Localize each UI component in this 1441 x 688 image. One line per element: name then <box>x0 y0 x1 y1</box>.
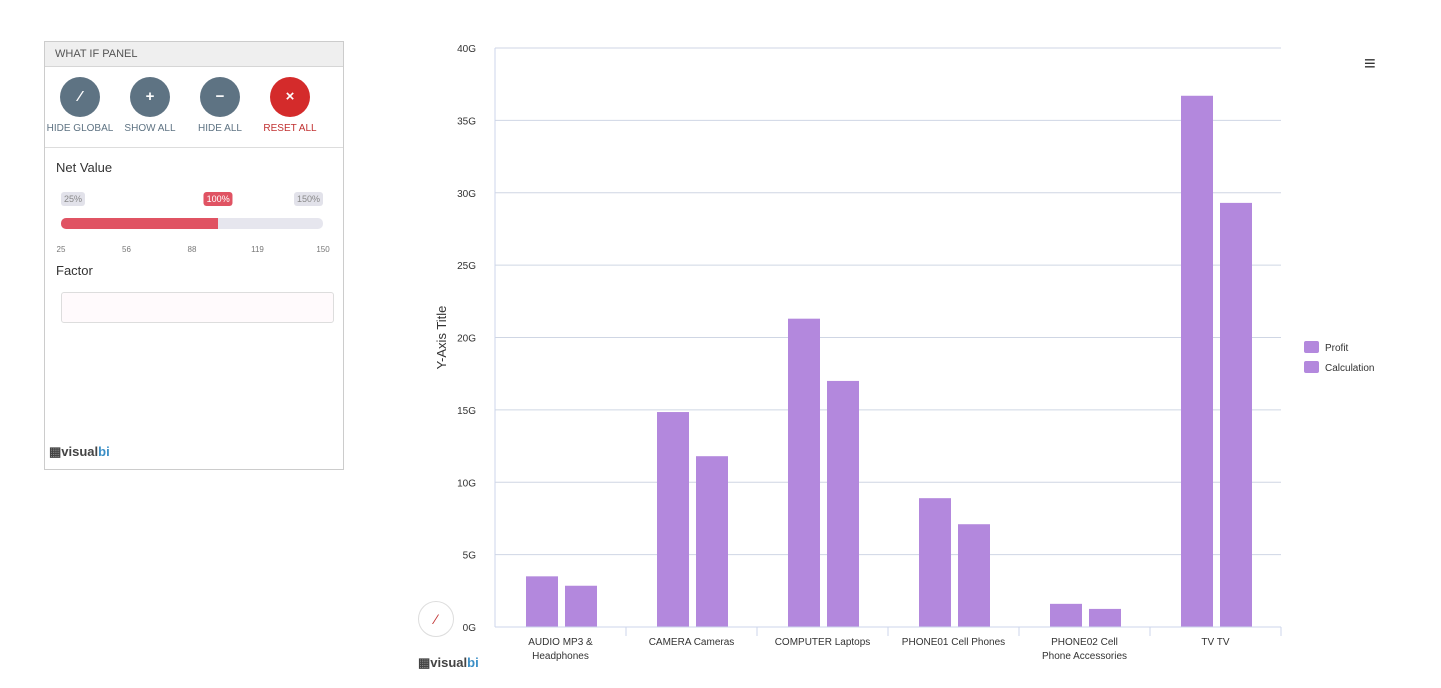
reset-all-button[interactable]: × RESET ALL <box>255 67 325 147</box>
net-value-label: Net Value <box>56 160 113 175</box>
close-icon: × <box>270 77 310 117</box>
visualbi-logo: ▦visualbi <box>49 444 110 459</box>
factor-input[interactable] <box>61 292 334 323</box>
slider-fill <box>61 218 219 229</box>
slider-tick-label: 88 <box>187 245 197 254</box>
y-tick-label: 25G <box>457 261 476 272</box>
bar-calculation <box>827 380 859 627</box>
slider-tick-label: 150 <box>316 245 330 254</box>
bar-profit <box>526 576 558 627</box>
legend-item: Calculation <box>1325 363 1374 374</box>
x-tick-label: TV TV <box>1201 637 1229 648</box>
visualbi-logo-chart: ▦visualbi <box>418 655 479 670</box>
bar-profit <box>788 318 820 627</box>
x-tick-label: CAMERA Cameras <box>649 637 735 648</box>
bar-profit <box>1181 95 1213 627</box>
what-if-panel: WHAT IF PANEL ⁄ HIDE GLOBAL + SHOW ALL − HIDE… <box>44 41 344 470</box>
slider-tick-label: 56 <box>122 245 131 254</box>
y-tick-label: 0G <box>463 623 477 634</box>
plus-icon: + <box>130 77 170 117</box>
x-tick-label: PHONE01 Cell Phones <box>902 637 1005 648</box>
button-label: HIDE ALL <box>198 123 242 134</box>
y-tick-label: 10G <box>457 478 476 489</box>
y-tick-label: 20G <box>457 334 476 345</box>
legend-item: Profit <box>1325 343 1349 354</box>
bar-calculation <box>696 456 728 627</box>
y-tick-label: 15G <box>457 406 476 417</box>
current-value-tag: 100% <box>203 192 233 206</box>
slider-track[interactable] <box>61 218 323 229</box>
button-label: HIDE GLOBAL <box>46 123 114 134</box>
min-tag: 25% <box>61 192 86 206</box>
slider-tick-label: 25 <box>56 245 66 254</box>
slider-tick-label: 119 <box>251 245 264 254</box>
x-tick-label: PHONE02 Cell Phone Accessories <box>1042 637 1127 662</box>
legend-swatch <box>1304 341 1319 353</box>
bar-profit <box>919 498 951 627</box>
bar-calculation <box>1220 202 1252 627</box>
button-label: SHOW ALL <box>124 123 176 134</box>
y-axis-title: Y-Axis Title <box>434 306 449 370</box>
bar-calculation <box>958 524 990 627</box>
bar-profit <box>657 412 689 627</box>
minus-icon: − <box>200 77 240 117</box>
show-all-button[interactable]: + SHOW ALL <box>115 67 185 147</box>
max-tag: 150% <box>293 192 323 206</box>
bar-calculation <box>565 585 597 627</box>
x-tick-label: AUDIO MP3 & Headphones <box>528 637 593 662</box>
hide-all-button[interactable]: − HIDE ALL <box>185 67 255 147</box>
y-tick-label: 40G <box>457 44 476 55</box>
wand-icon: ⁄ <box>60 77 100 117</box>
bar-profit <box>1050 603 1082 627</box>
net-value-slider[interactable]: 25% 100% 150% 25 56 88 119 150 <box>57 175 330 254</box>
hide-global-button[interactable]: ⁄ HIDE GLOBAL <box>45 67 115 147</box>
hamburger-menu-icon[interactable]: ≡ <box>1364 53 1376 75</box>
x-tick-label: COMPUTER Laptops <box>775 637 871 648</box>
bar-calculation <box>1089 608 1121 627</box>
factor-label: Factor <box>56 263 93 278</box>
button-label: RESET ALL <box>263 123 317 134</box>
wand-icon[interactable]: ⁄ <box>418 601 454 637</box>
y-tick-label: 5G <box>463 551 477 562</box>
y-tick-label: 30G <box>457 189 476 200</box>
y-tick-label: 35G <box>457 116 476 127</box>
panel-title: WHAT IF PANEL <box>45 42 343 67</box>
legend-swatch <box>1304 361 1319 373</box>
